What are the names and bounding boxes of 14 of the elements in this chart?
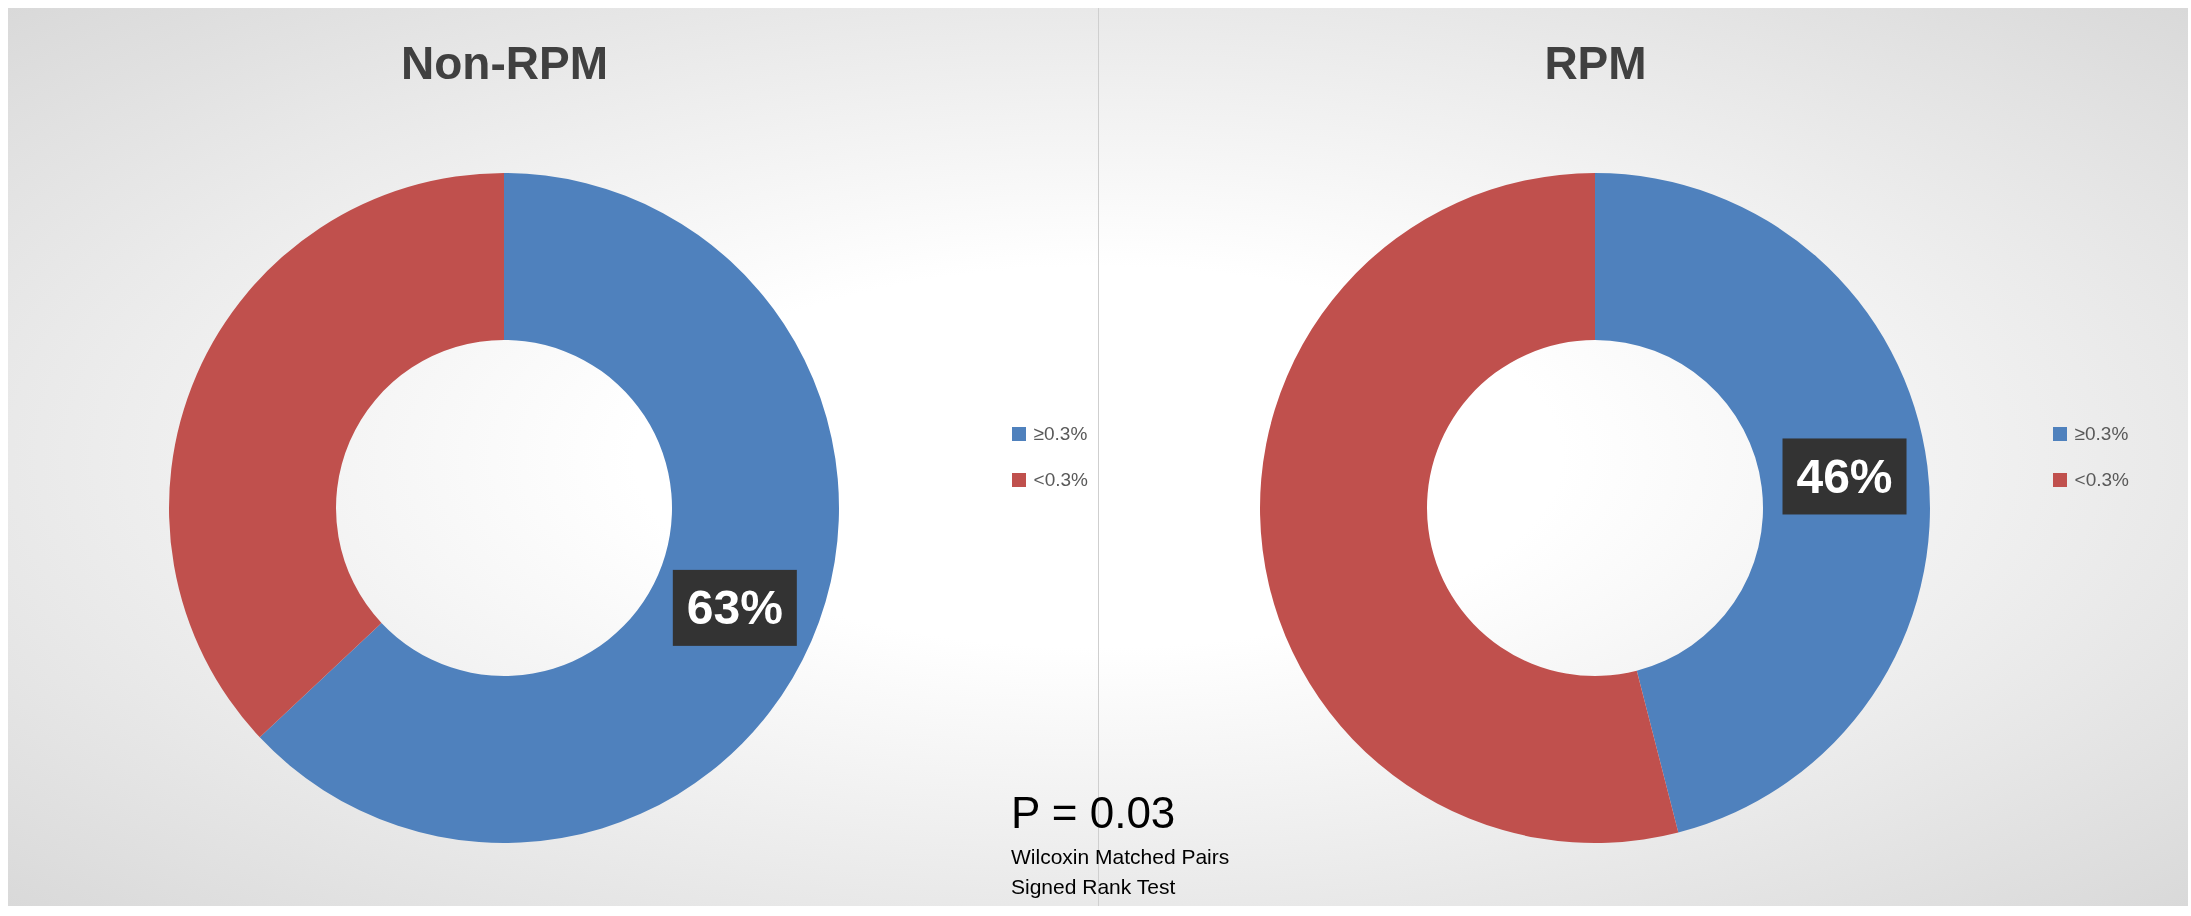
text: P = 0.03 <box>1011 788 1176 838</box>
chart-title: Non-RPM <box>400 36 609 90</box>
legend-label: ≥0.3% <box>1033 422 1088 446</box>
text: Wilcoxin Matched Pairs Signed Rank Test <box>1011 844 1230 900</box>
legend-label: ≥0.3% <box>2074 422 2129 446</box>
data-label: 46% <box>1796 449 1893 503</box>
donut-slice <box>169 173 504 738</box>
donut-slice <box>1260 173 1679 843</box>
data-label: 63% <box>686 581 783 635</box>
legend-label: <0.3% <box>1033 468 1088 492</box>
legend-label: <0.3% <box>2074 468 2129 492</box>
donut-slice <box>1595 173 1930 833</box>
donut-slice <box>259 173 839 843</box>
chart-title: RPM <box>1543 36 1648 90</box>
